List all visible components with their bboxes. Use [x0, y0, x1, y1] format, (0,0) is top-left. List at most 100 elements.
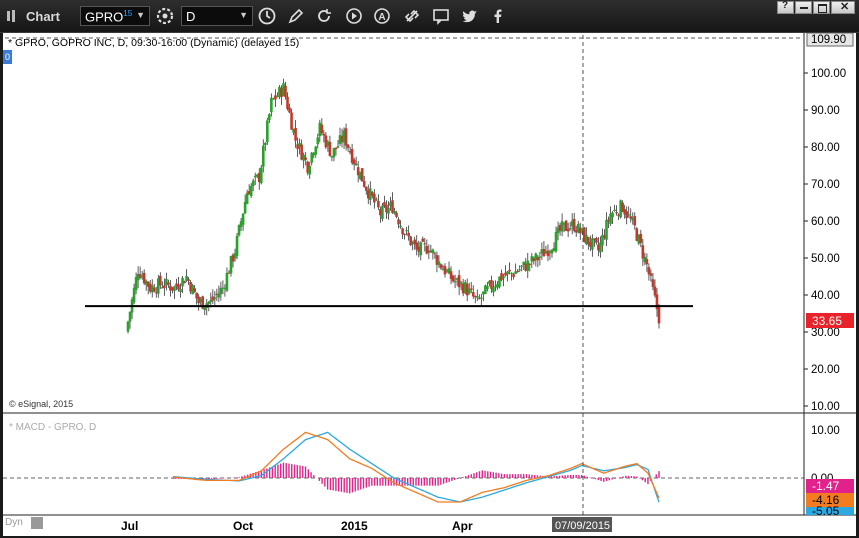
candle-body — [354, 163, 358, 166]
maximize-button[interactable] — [813, 1, 830, 14]
candle-body — [480, 297, 483, 299]
candle-body — [391, 200, 394, 213]
candle-body — [617, 214, 620, 216]
candle-body — [298, 143, 301, 147]
candle-body — [203, 307, 207, 311]
candle-body — [326, 141, 330, 146]
candle-body — [603, 235, 606, 238]
candle-body — [615, 212, 618, 214]
candle-body — [587, 236, 590, 245]
pencil-icon[interactable] — [286, 6, 306, 26]
candle-body — [320, 124, 324, 134]
svg-text:A: A — [378, 12, 385, 23]
chevron-down-icon[interactable]: ▼ — [136, 10, 145, 20]
candle-body — [449, 271, 453, 279]
price-chart[interactable]: 109.90 100.00 90.00 80.00 70.00 60.00 50.00 40… — [3, 33, 856, 536]
link-chain-icon[interactable] — [402, 6, 422, 26]
alert-icon[interactable]: A — [372, 6, 392, 26]
price-tick-label: 90.00 — [811, 105, 840, 117]
symbol-input[interactable]: GPRO15 ▼ — [80, 6, 150, 26]
interval-input[interactable]: D ▼ — [181, 6, 253, 26]
candle-body — [574, 230, 578, 233]
candle-body — [627, 214, 631, 216]
pane-badge[interactable]: 0 — [3, 50, 12, 64]
chart-area[interactable]: 109.90 100.00 90.00 80.00 70.00 60.00 50.00 40… — [3, 33, 856, 536]
dyn-toggle-icon[interactable] — [31, 517, 43, 529]
candle-body — [276, 95, 279, 97]
candle-body — [207, 301, 211, 304]
dyn-label: Dyn — [5, 517, 23, 528]
refresh-icon[interactable] — [314, 6, 334, 26]
candle-body — [304, 157, 307, 160]
macd-line — [172, 431, 660, 503]
candle-body — [159, 275, 162, 286]
time-label-jul: Jul — [121, 519, 138, 533]
chart-app-icon — [7, 10, 15, 22]
candle-body — [459, 282, 463, 285]
candle-body — [576, 223, 580, 233]
candle-body — [237, 225, 241, 236]
candle-body — [223, 288, 227, 290]
price-tick-label: 40.00 — [811, 290, 840, 302]
candle-body — [443, 266, 447, 275]
candle-body — [433, 253, 437, 255]
candle-body — [375, 199, 378, 201]
candle-body — [249, 185, 253, 197]
clock-icon[interactable] — [257, 6, 277, 26]
candle-body — [239, 221, 243, 227]
candle-body — [163, 285, 166, 288]
candle-body — [241, 213, 245, 225]
close-button[interactable]: ✕ — [831, 1, 855, 14]
candle-body — [286, 96, 289, 109]
candle-body — [227, 272, 231, 274]
candle-body — [209, 300, 213, 302]
candle-body — [340, 136, 344, 142]
link-settings-icon[interactable] — [155, 6, 175, 26]
twitter-icon[interactable] — [460, 6, 480, 26]
candle-body — [183, 281, 186, 284]
candle-body — [157, 278, 160, 294]
help-button[interactable]: ? — [777, 0, 794, 14]
candle-body — [395, 212, 398, 217]
candle-body — [316, 137, 320, 145]
candle-body — [558, 224, 562, 231]
candle-body — [247, 191, 251, 195]
candle-body — [645, 259, 649, 265]
price-axis-top-box — [806, 33, 854, 47]
candle-body — [296, 144, 299, 149]
minimize-button[interactable] — [795, 1, 812, 14]
candle-body — [373, 193, 376, 203]
candle-body — [538, 256, 542, 258]
candle-body — [225, 272, 229, 291]
candle-body — [201, 296, 205, 309]
play-icon[interactable] — [344, 6, 364, 26]
candle-body — [138, 274, 142, 278]
candle-body — [411, 242, 414, 244]
candle-body — [352, 159, 356, 165]
candle-body — [429, 250, 433, 253]
time-label-apr: Apr — [452, 519, 473, 533]
candle-body — [154, 292, 158, 294]
candle-body — [554, 231, 558, 252]
candle-body — [639, 233, 643, 243]
candle-body — [308, 165, 312, 175]
candle-body — [597, 244, 600, 251]
candle-body — [536, 257, 540, 261]
facebook-icon[interactable] — [488, 6, 508, 26]
candle-body — [231, 254, 235, 262]
app-title: Chart — [26, 9, 60, 24]
candle-body — [441, 269, 445, 271]
chat-icon[interactable] — [431, 6, 451, 26]
candle-body — [516, 271, 519, 273]
candle-body — [161, 287, 164, 289]
candle-body — [478, 297, 481, 299]
candle-body — [152, 287, 156, 292]
candle-body — [401, 228, 404, 235]
candle-body — [393, 210, 396, 214]
chevron-down-icon[interactable]: ▼ — [239, 10, 248, 20]
candle-body — [633, 216, 637, 226]
symbol-delay-badge: 15 — [123, 9, 133, 18]
candle-body — [623, 209, 626, 215]
candle-body — [193, 288, 196, 292]
candle-body — [144, 280, 148, 285]
